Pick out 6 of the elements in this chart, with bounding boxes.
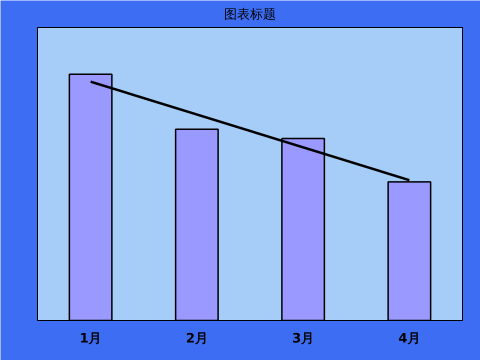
- x-tick-label: 1月: [80, 332, 102, 346]
- x-tick-label: 3月: [292, 332, 314, 346]
- chart-title: 图表标题: [224, 8, 276, 22]
- x-tick-label: 2月: [186, 332, 208, 346]
- x-tick-label: 4月: [398, 332, 420, 346]
- bar: [174, 128, 219, 320]
